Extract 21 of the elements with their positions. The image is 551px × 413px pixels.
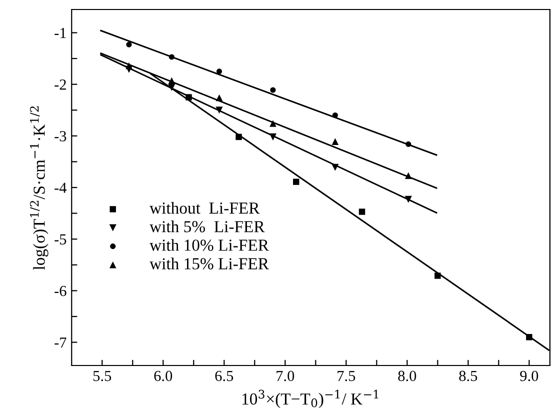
y-tick-label: -2 bbox=[54, 79, 66, 90]
y-tick-label: -1 bbox=[54, 28, 66, 38]
y-axis-title: log(σ)T$^{1/2}$/S·cm$^{−1}$·K$^{1/2}$ bbox=[30, 106, 48, 270]
y-tick-label: -7 bbox=[54, 338, 66, 348]
legend-label: with 15% Li-FER bbox=[150, 258, 269, 270]
x-tick-label: 6.0 bbox=[154, 370, 172, 382]
x-tick-label: 5.5 bbox=[93, 370, 112, 382]
legend-label: with 10% Li-FER bbox=[150, 239, 269, 251]
legend-label: without Li-FER bbox=[150, 202, 260, 214]
x-tick-label: 8.0 bbox=[398, 370, 416, 382]
x-tick-label: 7.0 bbox=[276, 370, 294, 382]
y-tick-label: -3 bbox=[54, 131, 66, 142]
y-tick-label: -6 bbox=[54, 286, 66, 296]
x-tick-label: 6.5 bbox=[215, 370, 234, 382]
y-tick-label: -4 bbox=[54, 182, 67, 193]
x-tick-label: 8.5 bbox=[459, 370, 478, 382]
x-axis-title: 10$^{3}$×(T−T$_{0}$)$^{−1}$/ K$^{−1}$ bbox=[242, 390, 378, 408]
legend-label: with 5% Li-FER bbox=[150, 220, 265, 232]
x-tick-label: 9.0 bbox=[520, 370, 538, 382]
y-tick-label: -5 bbox=[54, 234, 66, 245]
x-tick-label: 7.5 bbox=[338, 370, 356, 382]
